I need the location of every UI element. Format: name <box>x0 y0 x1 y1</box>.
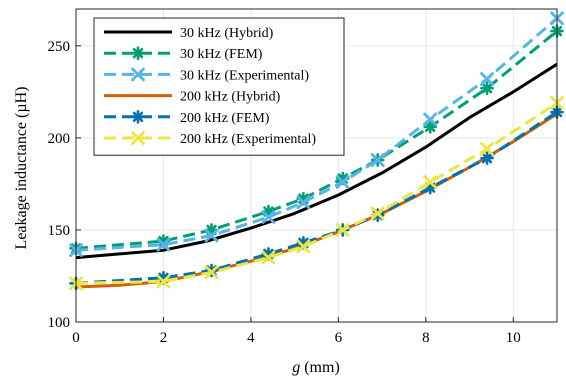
data-point <box>335 175 350 189</box>
legend-label: 30 kHz (FEM) <box>180 47 263 62</box>
legend-item: 30 kHz (FEM) <box>104 46 263 62</box>
series-layer <box>69 11 564 291</box>
x-axis-label-unit: (mm) <box>304 359 340 376</box>
x-tick-label: 0 <box>72 330 80 346</box>
legend-item: 30 kHz (Experimental) <box>104 67 309 83</box>
y-axis-label: Leakage inductance (µH) <box>13 87 30 250</box>
legend-item: 200 kHz (Hybrid) <box>104 90 281 105</box>
data-point <box>204 228 219 243</box>
data-point <box>335 223 350 237</box>
x-tick-label: 2 <box>160 330 168 346</box>
legend-marker <box>131 67 145 82</box>
data-point <box>261 210 276 224</box>
data-point <box>261 250 276 265</box>
series-line <box>75 101 558 285</box>
legend-item: 200 kHz (Experimental) <box>104 131 316 147</box>
data-point <box>296 195 311 210</box>
data-point <box>204 265 219 280</box>
series-line <box>75 29 558 250</box>
y-axis-ticks: 100 150 200 250 <box>48 39 81 331</box>
data-point <box>423 112 438 127</box>
series-0 <box>75 62 558 260</box>
legend-label: 30 kHz (Hybrid) <box>180 26 274 41</box>
x-tick-label: 6 <box>335 330 343 346</box>
data-point <box>296 239 311 254</box>
y-tick-label: 100 <box>48 315 71 331</box>
x-tick-label: 4 <box>247 330 255 346</box>
legend-label: 200 kHz (FEM) <box>180 111 270 126</box>
legend-label: 30 kHz (Experimental) <box>180 68 309 83</box>
series-line <box>75 62 558 260</box>
x-tick-label: 8 <box>422 330 430 346</box>
x-axis-ticks: 0 2 4 6 8 10 <box>72 317 521 346</box>
legend-label: 200 kHz (Experimental) <box>180 132 316 147</box>
legend-marker <box>131 46 145 61</box>
data-point <box>156 274 171 289</box>
data-point <box>480 81 494 95</box>
data-point <box>480 142 494 156</box>
legend-item: 200 kHz (FEM) <box>104 110 270 126</box>
data-point <box>423 120 437 134</box>
series-line <box>75 17 558 252</box>
legend: 30 kHz (Hybrid) 30 kHz (FEM) 30 kHz (Exper… <box>93 17 345 156</box>
x-tick-label: 10 <box>506 330 521 346</box>
plot-area-frame <box>75 8 558 323</box>
series-5 <box>69 96 564 291</box>
legend-marker <box>131 131 145 145</box>
legend-marker <box>131 110 145 124</box>
x-axis-label: g (mm) <box>292 359 340 376</box>
legend-item: 30 kHz (Hybrid) <box>104 26 274 41</box>
y-tick-label: 200 <box>48 131 71 147</box>
legend-label: 200 kHz (Hybrid) <box>180 90 281 105</box>
y-tick-label: 150 <box>48 223 71 239</box>
series-line <box>75 110 558 285</box>
y-tick-label: 250 <box>48 39 71 55</box>
data-point <box>370 153 385 167</box>
data-point <box>480 151 494 165</box>
data-point <box>156 237 171 252</box>
data-point <box>370 206 385 221</box>
data-point <box>423 175 438 189</box>
legend-box <box>93 17 345 156</box>
data-point <box>480 72 494 86</box>
x-axis-label-variable: g <box>292 359 300 376</box>
